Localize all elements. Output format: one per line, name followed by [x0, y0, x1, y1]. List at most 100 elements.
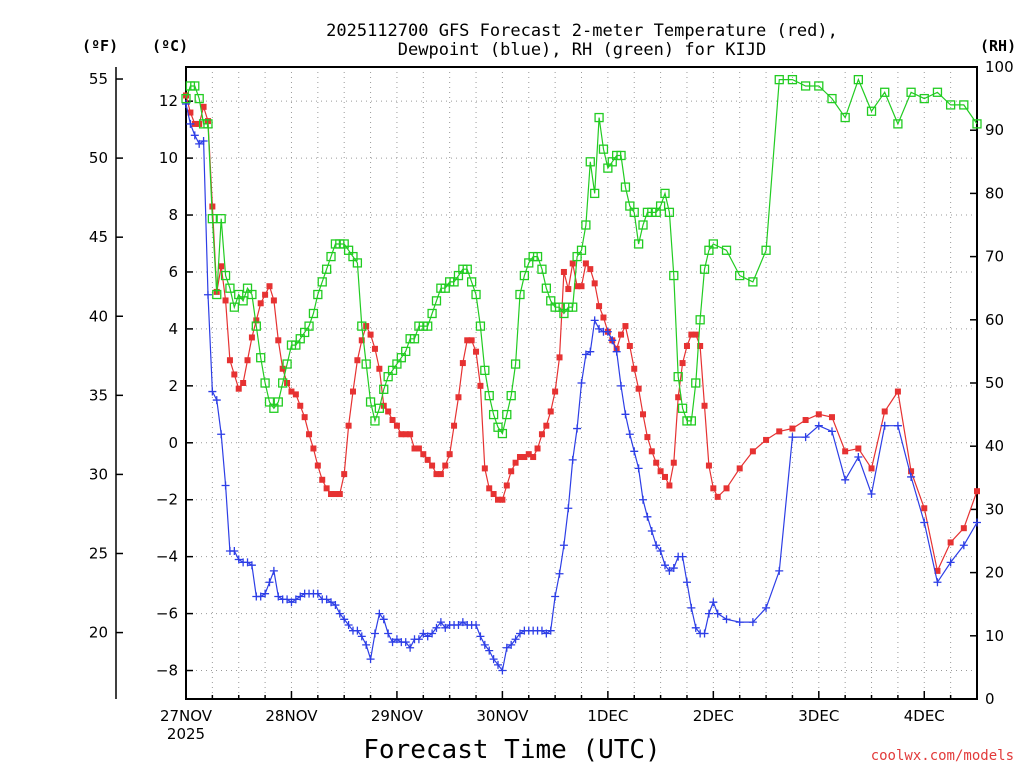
rh-point	[321, 264, 332, 274]
celsius-tick-label: 0	[168, 434, 178, 452]
dewpoint-point	[428, 629, 437, 638]
temperature-point	[398, 431, 405, 438]
rh-point	[260, 378, 270, 388]
dewpoint-point	[660, 561, 669, 570]
rh-point	[840, 112, 850, 123]
rh-point	[203, 119, 213, 129]
celsius-tick-label: −2	[156, 491, 178, 509]
celsius-tick-label: −4	[156, 548, 178, 566]
dewpoint-point	[353, 626, 362, 635]
dewpoint-point	[357, 632, 366, 641]
temperature-point	[266, 283, 273, 290]
dewpoint-point	[287, 598, 296, 607]
dewpoint-point	[973, 518, 981, 527]
dewpoint-point	[595, 324, 604, 333]
dewpoint-point	[489, 655, 498, 664]
dewpoint-point	[608, 336, 617, 345]
rh-point	[585, 157, 595, 167]
temperature-point	[270, 297, 277, 304]
dewpoint-point	[190, 131, 199, 140]
dewpoint-point	[801, 433, 810, 442]
rh-point	[774, 74, 784, 85]
temperature-point	[908, 468, 915, 475]
dewpoint-point	[472, 620, 481, 629]
rh-point	[370, 416, 380, 426]
rh-point	[721, 245, 732, 255]
dewpoint-point	[441, 623, 450, 632]
dewpoint-point	[893, 421, 902, 430]
temperature-point	[640, 411, 647, 418]
temperature-point	[358, 337, 365, 344]
dewpoint-point	[388, 638, 397, 647]
temperature-point	[424, 456, 431, 463]
rh-point	[374, 403, 385, 413]
dewpoint-point	[221, 481, 230, 490]
x-tick-label: 29NOV	[371, 707, 424, 725]
dewpoint-point	[208, 387, 217, 396]
temperature-point	[389, 417, 396, 424]
temperature-point	[587, 266, 594, 273]
temperature-point	[763, 436, 770, 443]
dewpoint-series-line	[185, 103, 978, 672]
rh-point	[906, 87, 916, 97]
temperature-point	[802, 417, 809, 424]
rh-tick-label: 50	[985, 374, 1004, 392]
temperature-point	[354, 357, 361, 364]
rh-point	[866, 106, 877, 116]
temperature-point	[279, 365, 286, 372]
celsius-tick-label: 4	[168, 320, 178, 338]
dewpoint-point	[709, 598, 718, 607]
temperature-point	[464, 337, 471, 344]
dewpoint-point	[564, 504, 573, 513]
celsius-tick-label: −6	[156, 605, 178, 623]
temperature-point	[710, 485, 717, 492]
temperature-point	[468, 337, 475, 344]
temperature-point	[516, 454, 523, 461]
rh-point	[669, 270, 679, 281]
fahrenheit-tick-label: 35	[89, 386, 108, 404]
dewpoint-point	[256, 592, 265, 601]
dewpoint-point	[401, 638, 410, 647]
dewpoint-point	[537, 626, 546, 635]
x-tick-sublabel: 2025	[167, 725, 205, 743]
temperature-point	[842, 448, 849, 455]
rh-point	[761, 245, 771, 255]
temperature-point	[319, 476, 326, 483]
chart-title-line-1: 2025112700 GFS Forecast 2-meter Temperat…	[326, 21, 838, 41]
dewpoint-point	[639, 495, 648, 504]
rh-point	[814, 81, 824, 91]
rh-point	[787, 74, 798, 85]
dewpoint-point	[559, 541, 568, 550]
rh-point	[541, 283, 551, 293]
rh-point	[379, 384, 389, 394]
temperature-point	[191, 120, 198, 127]
rh-point	[532, 251, 543, 262]
temperature-point	[894, 388, 901, 395]
dewpoint-point	[687, 603, 696, 612]
dewpoint-point	[195, 139, 204, 148]
rh-point	[216, 214, 226, 224]
celsius-tick-label: 6	[168, 263, 178, 281]
rh-tick-label: 70	[985, 248, 1004, 266]
temperature-point	[301, 414, 308, 421]
temperature-point	[697, 342, 704, 349]
temperature-point	[341, 471, 348, 478]
rh-point	[194, 93, 204, 104]
dewpoint-point	[634, 464, 643, 473]
dewpoint-point	[748, 618, 757, 627]
temperature-point	[525, 451, 532, 458]
rh-point	[590, 188, 600, 199]
rh-point	[423, 321, 433, 331]
temperature-point	[552, 388, 559, 395]
celsius-tick-label: 2	[168, 377, 178, 395]
temperature-point	[675, 394, 682, 401]
dewpoint-point	[502, 643, 511, 652]
rh-point	[853, 74, 863, 85]
temperature-point	[701, 402, 708, 409]
dewpoint-point	[788, 433, 797, 442]
temperature-point	[433, 471, 440, 478]
temperature-point	[429, 462, 436, 469]
dewpoint-point	[296, 592, 305, 601]
temperature-point	[815, 411, 822, 418]
